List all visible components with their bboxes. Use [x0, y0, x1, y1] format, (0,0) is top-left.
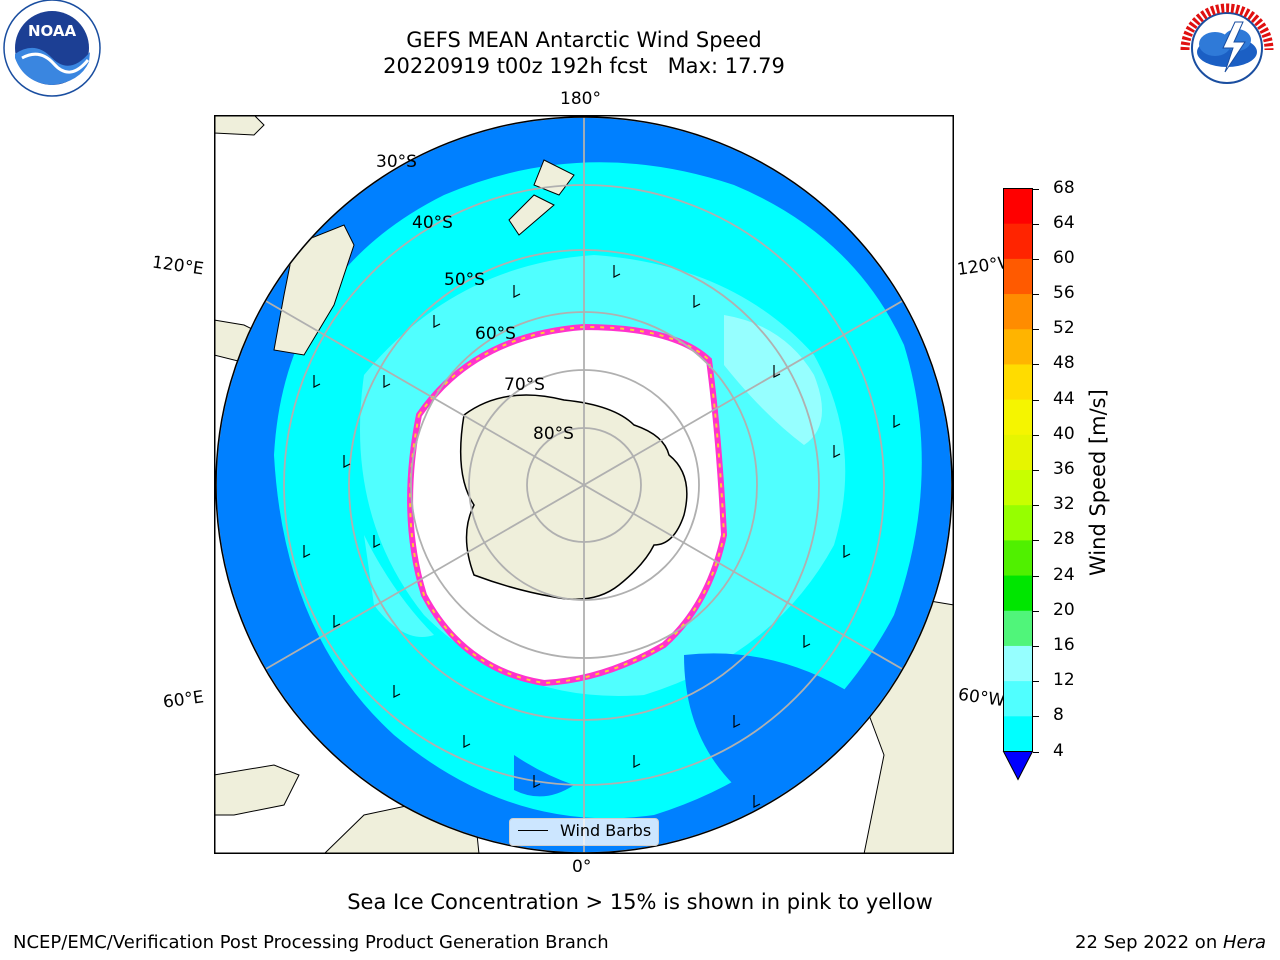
- colorbar-tick-label: 52: [1053, 318, 1075, 339]
- colorbar-tick-label: 20: [1053, 599, 1075, 620]
- colorbar-cell: [1003, 399, 1033, 436]
- polar-map: [214, 115, 954, 854]
- colorbar-tick-mark: [1033, 364, 1039, 366]
- colorbar-tick-mark: [1033, 575, 1039, 577]
- map-subtitle: 20220919 t00z 192h fcst Max: 17.79: [383, 54, 785, 78]
- colorbar-cell: [1003, 470, 1033, 506]
- colorbar-tick-label: 16: [1053, 634, 1075, 655]
- lat-label-40s: 40°S: [412, 213, 453, 233]
- colorbar-tick-label: 68: [1053, 177, 1075, 198]
- colorbar-tick-label: 48: [1053, 353, 1075, 374]
- colorbar-tick-label: 56: [1053, 283, 1075, 304]
- nws-logo: [1179, 0, 1275, 96]
- lon-label-120e: 120°E: [150, 252, 205, 280]
- footer-host: Hera: [1222, 932, 1266, 953]
- colorbar-tick-mark: [1033, 540, 1039, 542]
- footer-credit: NCEP/EMC/Verification Post Processing Pr…: [13, 932, 609, 953]
- colorbar-cell: [1003, 716, 1033, 752]
- colorbar-cell: [1003, 505, 1033, 541]
- colorbar-tick-label: 44: [1053, 388, 1075, 409]
- wind-barb-legend-line: [518, 830, 548, 831]
- colorbar-tick-label: 36: [1053, 459, 1075, 479]
- colorbar-tick-label: 12: [1053, 670, 1075, 691]
- colorbar-cell: [1003, 188, 1033, 225]
- colorbar-tick-mark: [1033, 716, 1039, 718]
- colorbar-cell: [1003, 258, 1033, 295]
- colorbar-tick-label: 4: [1053, 740, 1064, 761]
- wind-barb-legend-label: Wind Barbs: [560, 821, 652, 840]
- map-legend: [509, 818, 659, 846]
- colorbar-cell: [1003, 645, 1033, 682]
- colorbar-tick-label: 40: [1053, 423, 1075, 444]
- colorbar-cell: [1003, 610, 1033, 647]
- lon-label-60w: 60°W: [956, 684, 1007, 712]
- colorbar-tick-mark: [1033, 505, 1039, 507]
- lat-label-80s: 80°S: [533, 424, 574, 444]
- colorbar-tick-label: 28: [1053, 529, 1075, 550]
- colorbar-cell: [1003, 223, 1033, 260]
- colorbar-tick-label: 8: [1053, 705, 1064, 726]
- map-title: GEFS MEAN Antarctic Wind Speed: [406, 28, 762, 52]
- lon-label-0: 0°: [572, 857, 592, 877]
- noaa-logo: NOAA: [3, 0, 101, 97]
- colorbar-cell: [1003, 575, 1033, 612]
- colorbar-tick-label: 64: [1053, 212, 1075, 233]
- colorbar-tick-mark: [1033, 751, 1039, 753]
- colorbar-tick-mark: [1033, 294, 1039, 296]
- colorbar-cell: [1003, 294, 1033, 330]
- colorbar-cell: [1003, 329, 1033, 365]
- colorbar-tick-mark: [1033, 188, 1039, 190]
- footer-date: 22 Sep 2022 on Hera: [1075, 932, 1266, 953]
- colorbar-tick-mark: [1033, 610, 1039, 612]
- colorbar-cell: [1003, 364, 1033, 401]
- colorbar-tick-mark: [1033, 258, 1039, 260]
- colorbar-tick-mark: [1033, 434, 1039, 436]
- colorbar-tick-mark: [1033, 399, 1039, 401]
- colorbar: [1002, 188, 1034, 781]
- colorbar-cell: [1003, 540, 1033, 577]
- colorbar-tick-mark: [1033, 645, 1039, 647]
- lon-label-180: 180°: [560, 89, 601, 109]
- lat-label-30s: 30°S: [376, 152, 417, 172]
- lon-label-60e: 60°E: [161, 687, 206, 713]
- colorbar-cell: [1003, 434, 1033, 471]
- lat-label-50s: 50°S: [444, 270, 485, 290]
- colorbar-title: Wind Speed [m/s]: [1086, 389, 1110, 576]
- colorbar-tick-label: 32: [1053, 494, 1075, 515]
- sea-ice-note: Sea Ice Concentration > 15% is shown in …: [347, 890, 933, 914]
- lat-label-60s: 60°S: [475, 324, 516, 344]
- colorbar-tick-mark: [1033, 223, 1039, 225]
- lat-label-70s: 70°S: [504, 375, 545, 395]
- colorbar-tick-mark: [1033, 329, 1039, 331]
- colorbar-tick-mark: [1033, 681, 1039, 683]
- footer-date-text: 22 Sep 2022 on: [1075, 932, 1223, 953]
- colorbar-tick-label: 60: [1053, 247, 1075, 268]
- colorbar-tick-mark: [1033, 470, 1039, 471]
- colorbar-tick-label: 24: [1053, 564, 1075, 585]
- noaa-wordmark: NOAA: [28, 22, 77, 40]
- colorbar-extend-arrow: [1002, 751, 1034, 781]
- colorbar-cell: [1003, 681, 1033, 717]
